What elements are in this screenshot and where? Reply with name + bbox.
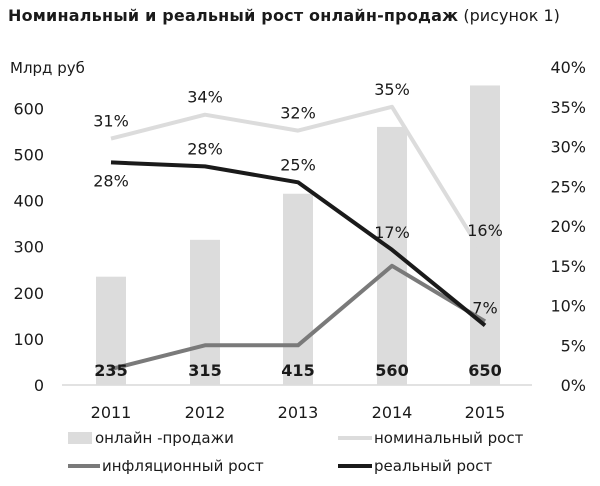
legend-swatch-online-sales: [68, 432, 92, 444]
left-axis-tick: 300: [13, 238, 44, 257]
nominal-growth-label: 35%: [374, 80, 410, 99]
bar-online-sales: [190, 239, 220, 385]
left-axis-label: Млрд руб: [10, 59, 85, 77]
right-axis-tick: 5%: [561, 336, 586, 355]
x-axis-tick: 2015: [465, 403, 506, 422]
left-axis-tick: 0: [34, 376, 44, 395]
legend-label-real: реальный рост: [374, 457, 492, 475]
real-growth-label: 28%: [93, 171, 129, 190]
chart-title-main: Номинальный и реальный рост онлайн-прода…: [8, 6, 459, 25]
nominal-growth-label: 16%: [467, 221, 503, 240]
nominal-growth-label: 34%: [187, 88, 223, 107]
right-axis-tick: 15%: [550, 257, 586, 276]
bar-value-label: 650: [468, 361, 501, 380]
right-axis-tick: 20%: [550, 217, 586, 236]
legend-label-nominal: номинальный рост: [374, 429, 524, 447]
x-axis-tick: 2012: [185, 403, 226, 422]
real-growth-label: 28%: [187, 139, 223, 158]
nominal-growth-label: 32%: [280, 104, 316, 123]
left-axis-tick: 600: [13, 99, 44, 118]
right-axis-tick: 30%: [550, 138, 586, 157]
bar-value-label: 235: [94, 361, 127, 380]
line-inflation-growth: [110, 263, 487, 372]
legend-label-online-sales: онлайн -продажи: [95, 429, 234, 447]
x-axis-tick: 2013: [278, 403, 319, 422]
right-axis-tick: 0%: [561, 376, 586, 395]
chart-title: Номинальный и реальный рост онлайн-прода…: [8, 6, 560, 25]
left-axis-tick: 400: [13, 192, 44, 211]
right-axis-tick: 40%: [550, 58, 586, 77]
legend-label-inflation: инфляционный рост: [102, 457, 264, 475]
right-axis-tick: 35%: [550, 98, 586, 117]
bar-value-label: 560: [375, 361, 408, 380]
x-axis-tick: 2014: [372, 403, 413, 422]
real-growth-label: 17%: [374, 223, 410, 242]
right-axis-tick: 10%: [550, 297, 586, 316]
real-growth-label: 25%: [280, 155, 316, 174]
line-nominal-growth: [110, 104, 487, 259]
right-axis-tick: 25%: [550, 177, 586, 196]
real-growth-label: 7%: [472, 298, 497, 317]
x-axis-tick: 2011: [91, 403, 132, 422]
line-real-growth: [110, 160, 487, 327]
bar-online-sales: [470, 85, 500, 385]
bar-value-label: 415: [281, 361, 314, 380]
left-axis-tick: 200: [13, 284, 44, 303]
bar-value-label: 315: [188, 361, 221, 380]
chart-title-note: (рисунок 1): [463, 6, 560, 25]
nominal-growth-label: 31%: [93, 112, 129, 131]
left-axis-tick: 500: [13, 146, 44, 165]
bar-online-sales: [283, 193, 313, 385]
left-axis-tick: 100: [13, 330, 44, 349]
